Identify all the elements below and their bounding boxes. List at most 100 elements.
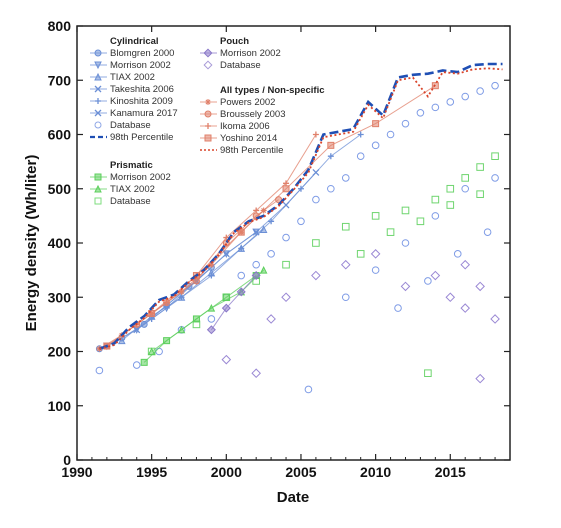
y-tick-label: 400 — [48, 235, 72, 251]
cylindrical-database-point — [356, 152, 365, 160]
pouch-morrison-2002-point — [251, 271, 261, 281]
pouch-database-point — [266, 314, 276, 324]
legend-group-heading: All types / Non-specific — [220, 85, 325, 96]
x-tick-label: 2015 — [435, 464, 466, 480]
legend-swatch — [205, 99, 211, 105]
cylindrical-takeshita-2006-point — [252, 228, 260, 236]
prismatic-database-point — [491, 152, 499, 160]
all-types-yoshino-2014-point — [327, 141, 335, 149]
legend-entry-label: Database — [110, 196, 151, 207]
cylindrical-database-point — [282, 233, 290, 242]
cylindrical-database-point — [297, 217, 305, 226]
prismatic-database-point — [282, 260, 290, 269]
legend-entry-label: Database — [110, 120, 151, 131]
legend-entry-label: Morrison 2002 — [110, 60, 171, 71]
pouch-database-point — [445, 292, 456, 303]
plot-area — [76, 25, 511, 461]
x-axis-label: Date — [277, 489, 310, 506]
pouch-database-point — [490, 314, 500, 324]
cylindrical-database-point — [267, 250, 275, 258]
all-types-yoshino-2014-point — [148, 310, 156, 318]
pouch-database-point — [460, 259, 471, 270]
prismatic-database-point — [341, 222, 350, 231]
pouch-database-point — [430, 270, 441, 281]
x-tick-label: 2005 — [285, 464, 316, 480]
legend-entry-label: 98th Percentile — [220, 145, 283, 156]
pouch-database-point — [221, 354, 232, 365]
legend-swatch — [94, 72, 102, 81]
pouch-database-point — [340, 259, 351, 270]
prismatic-database-point — [416, 217, 425, 226]
cylindrical-database-point — [304, 385, 313, 394]
axes-layer: 1990 1995 2000 2005 2010 2015 0 100 200 300 400 500… — [48, 18, 510, 480]
cylindrical-database-point — [371, 266, 380, 274]
y-tick-label: 600 — [48, 127, 72, 143]
prismatic-database-point — [401, 206, 410, 215]
prismatic-database-point — [356, 250, 365, 258]
cylindrical-database-point — [424, 277, 432, 285]
cylindrical-database-point — [207, 315, 216, 323]
cylindrical-kinoshita-2009-point — [208, 272, 215, 279]
cylindrical-database-point — [95, 366, 104, 375]
legend-entry-label: TIAX 2002 — [110, 72, 155, 83]
legend-swatch — [204, 110, 212, 118]
all-types-yoshino-2014-line — [106, 85, 436, 347]
cylindrical-kinoshita-2009-point — [357, 131, 364, 138]
all-types-98th-percentile-line — [99, 67, 503, 350]
legend-swatch — [95, 98, 101, 104]
y-tick-label: 700 — [48, 72, 72, 88]
y-tick-label: 300 — [48, 289, 72, 305]
legend-swatch — [204, 134, 212, 142]
legend-entry-label: TIAX 2002 — [110, 184, 155, 195]
cylindrical-database-point — [341, 293, 350, 302]
cylindrical-database-point — [461, 184, 470, 193]
all-types-ikoma-2006-point — [312, 131, 319, 138]
cylindrical-database-point — [483, 228, 492, 236]
legend-swatch — [94, 61, 102, 70]
cylindrical-database-point — [312, 195, 320, 204]
prismatic-morrison-2002-point — [140, 358, 148, 366]
prismatic-database-point — [386, 228, 395, 236]
legend-group-heading: Pouch — [220, 36, 249, 47]
cylindrical-database-point — [371, 141, 380, 150]
legend-entry-label: Yoshino 2014 — [220, 133, 277, 144]
prismatic-database-point — [446, 201, 455, 209]
cylindrical-database-point — [237, 271, 246, 280]
pouch-morrison-2002-point — [221, 303, 231, 313]
legend-entry-label: Blomgren 2000 — [110, 48, 174, 59]
legend-swatch — [94, 85, 102, 93]
cylindrical-kinoshita-2009-point — [178, 294, 185, 301]
prismatic-tiax-2002-point — [147, 347, 156, 355]
y-tick-label: 100 — [48, 398, 72, 414]
cylindrical-database-point — [132, 361, 141, 369]
cylindrical-kinoshita-2009-point — [268, 218, 275, 225]
prismatic-tiax-2002-point — [259, 266, 268, 274]
cylindrical-database-point — [416, 109, 425, 117]
series-layer — [95, 62, 503, 366]
legend-entry-label: 98th Percentile — [110, 132, 173, 143]
cylindrical-database-point — [491, 81, 499, 90]
pouch-database-point — [251, 368, 261, 379]
legend-entry-label: Kanamura 2017 — [110, 108, 178, 119]
cylindrical-database-point — [446, 98, 455, 106]
y-tick-label: 200 — [48, 344, 72, 360]
prismatic-database-point — [476, 190, 484, 198]
cylindrical-database-point — [401, 239, 410, 247]
pouch-morrison-2002-line — [210, 275, 257, 331]
cylindrical-database-point — [491, 174, 499, 182]
cylindrical-kinoshita-2009-line — [151, 134, 361, 320]
legend-entry-label: Ikoma 2006 — [220, 121, 270, 132]
x-tick-label: 2000 — [211, 464, 242, 480]
pouch-database-point — [475, 281, 485, 292]
legend-entry-label: Takeshita 2006 — [110, 84, 174, 95]
legend-swatch — [203, 60, 213, 70]
prismatic-database-point — [312, 239, 320, 247]
legend-swatch — [94, 173, 102, 181]
prismatic-database-point — [431, 195, 440, 204]
pouch-database-point — [281, 292, 291, 303]
y-tick-label: 500 — [48, 181, 72, 197]
cylindrical-tiax-2002-point — [117, 336, 126, 345]
cylindrical-database-point — [431, 103, 440, 112]
